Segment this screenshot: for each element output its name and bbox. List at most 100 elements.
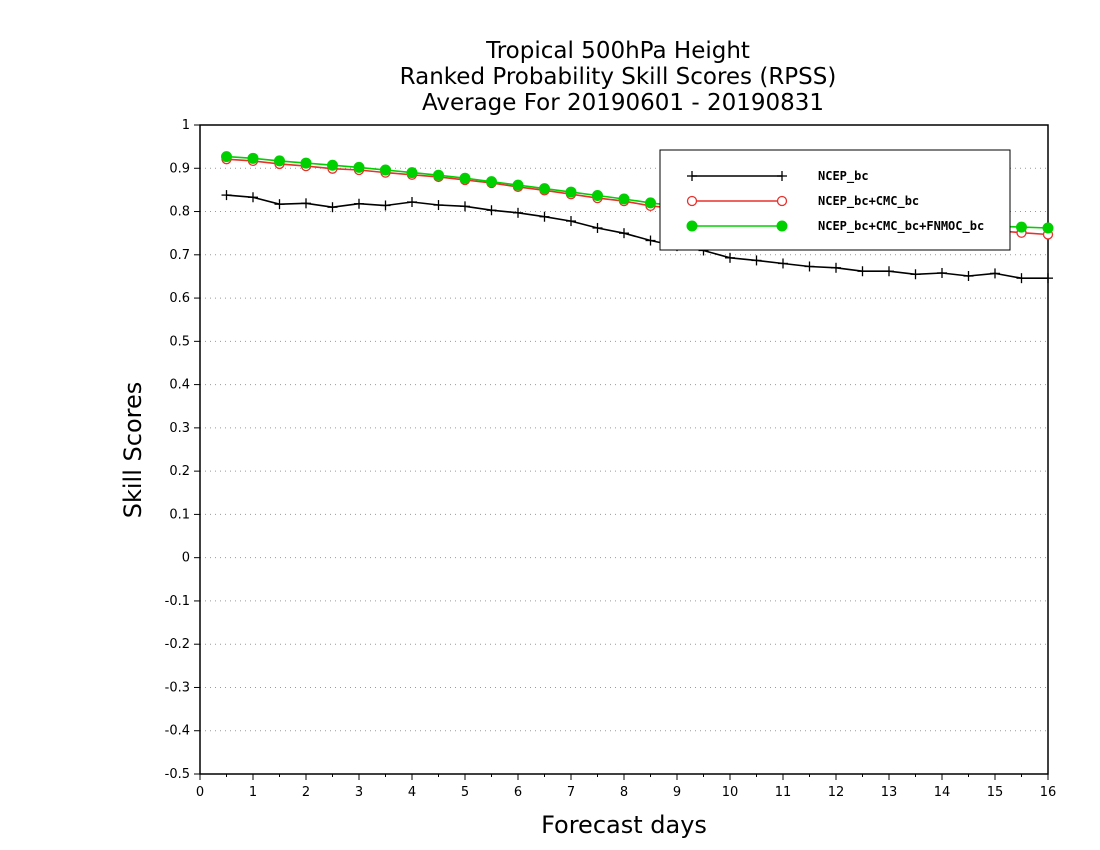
y-tick-label: -0.3 <box>165 680 190 695</box>
data-point <box>512 179 524 191</box>
data-point <box>1043 273 1053 284</box>
x-tick-label: 9 <box>673 785 681 800</box>
title-line-3: Average For 20190601 - 20190831 <box>422 90 824 116</box>
x-tick-label: 16 <box>1040 785 1057 800</box>
data-point <box>300 157 312 169</box>
data-point <box>274 155 285 167</box>
legend-marker <box>686 195 698 207</box>
data-point <box>406 167 418 179</box>
data-point <box>247 152 259 164</box>
data-point <box>751 255 762 266</box>
data-point <box>645 197 656 209</box>
x-tick-label: 7 <box>567 785 575 800</box>
data-point <box>460 201 470 212</box>
legend-label: NCEP_bc+CMC_bc+FNMOC_bc <box>818 219 984 234</box>
y-tick-label: 0.9 <box>169 161 190 176</box>
x-tick-label: 13 <box>881 785 898 800</box>
data-point <box>725 252 735 263</box>
legend-marker <box>776 220 788 232</box>
x-tick-label: 4 <box>408 785 416 800</box>
y-tick-label: 0.5 <box>169 334 190 349</box>
data-point <box>645 235 656 246</box>
legend-label: NCEP_bc+CMC_bc <box>818 194 919 209</box>
legend-item: NCEP_bc+CMC_bc <box>686 194 919 209</box>
x-tick-label: 10 <box>722 785 739 800</box>
legend: NCEP_bc NCEP_bc+CMC_bc NCEP_bc+CMC_bc+FNMO… <box>659 149 1011 251</box>
data-point <box>1016 273 1027 284</box>
x-axis-ticks: 0 1 2 3 4 5 6 7 8 9 10 11 12 13 14 15 16 <box>196 774 1056 800</box>
data-point <box>592 190 603 202</box>
legend-item: NCEP_bc <box>687 169 869 184</box>
data-point <box>380 200 391 211</box>
data-point <box>459 172 471 184</box>
x-tick-label: 14 <box>934 785 951 800</box>
chart-title: Tropical 500hPa Height Ranked Probabilit… <box>400 38 837 116</box>
y-tick-label: 0.4 <box>169 378 190 393</box>
y-tick-label: 0 <box>182 551 190 566</box>
title-line-2: Ranked Probability Skill Scores (RPSS) <box>400 64 837 90</box>
gridlines <box>200 167 1048 732</box>
x-tick-label: 5 <box>461 785 469 800</box>
data-point <box>804 261 815 272</box>
plot-frame <box>199 124 1049 775</box>
y-tick-label: 0.8 <box>169 205 190 220</box>
data-point <box>248 192 258 203</box>
legend-marker <box>686 220 698 232</box>
x-tick-label: 12 <box>828 785 845 800</box>
y-tick-label: 0.7 <box>169 248 190 263</box>
data-point <box>963 271 974 282</box>
y-tick-label: -0.4 <box>165 724 190 739</box>
data-point <box>486 176 497 188</box>
data-point <box>513 207 523 218</box>
x-axis-title: Forecast days <box>541 811 707 839</box>
legend-marker <box>776 195 788 207</box>
data-point <box>1042 222 1054 234</box>
data-point <box>990 268 1000 279</box>
data-point <box>539 183 550 195</box>
y-tick-label: 1 <box>182 118 190 133</box>
y-axis-title: Skill Scores <box>119 382 147 519</box>
data-point <box>884 266 894 277</box>
y-tick-label: 0.3 <box>169 421 190 436</box>
legend-label: NCEP_bc <box>818 169 869 184</box>
data-point <box>910 269 921 280</box>
data-point <box>433 169 444 181</box>
data-point <box>353 161 365 173</box>
data-point <box>539 211 550 222</box>
data-point <box>619 228 629 239</box>
data-point <box>354 198 364 209</box>
data-point <box>1016 221 1027 233</box>
data-point <box>831 262 841 273</box>
x-tick-label: 0 <box>196 785 204 800</box>
data-point <box>380 164 391 176</box>
data-point <box>618 193 630 205</box>
data-point <box>407 197 417 208</box>
x-tick-label: 2 <box>302 785 310 800</box>
x-tick-label: 6 <box>514 785 522 800</box>
title-line-1: Tropical 500hPa Height <box>485 38 750 64</box>
data-point <box>301 198 311 209</box>
data-point <box>937 267 947 278</box>
data-point <box>857 266 868 277</box>
x-tick-label: 8 <box>620 785 628 800</box>
series-1 <box>221 190 1053 284</box>
y-tick-label: -0.2 <box>165 637 190 652</box>
y-tick-label: 0.1 <box>169 507 190 522</box>
x-tick-label: 11 <box>775 785 792 800</box>
x-tick-label: 3 <box>355 785 363 800</box>
data-point <box>221 151 232 163</box>
y-tick-label: -0.1 <box>165 594 190 609</box>
x-tick-label: 15 <box>987 785 1004 800</box>
data-point <box>566 216 576 227</box>
legend-box <box>659 149 1011 251</box>
data-point <box>433 200 444 211</box>
legend-marker <box>687 171 697 181</box>
x-tick-label: 1 <box>249 785 257 800</box>
y-tick-label: 0.6 <box>169 291 190 306</box>
data-point <box>592 222 603 233</box>
data-point <box>778 258 788 269</box>
y-tick-label: -0.5 <box>165 767 190 782</box>
data-point <box>486 205 497 216</box>
data-point <box>274 199 285 210</box>
